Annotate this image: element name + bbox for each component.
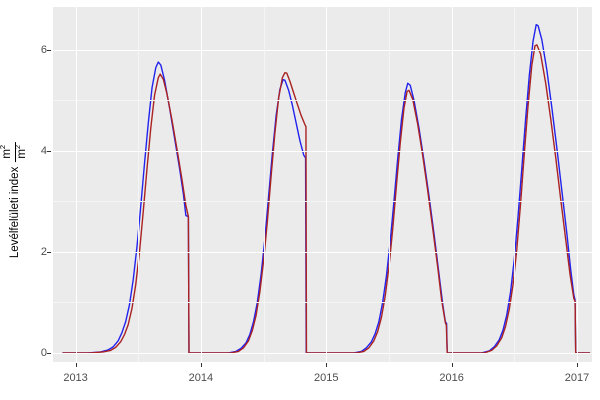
y-tick-mark	[47, 352, 51, 354]
x-tick-label: 2015	[314, 372, 339, 384]
series-line-red-series	[62, 44, 591, 354]
x-tick-mark	[576, 363, 578, 367]
y-axis-unit-numerator: m	[1, 149, 13, 159]
gridline-major-vertical	[75, 7, 77, 362]
y-axis-title-text: Levélfelületi index	[9, 166, 21, 259]
plot-lines	[62, 23, 591, 354]
gridline-major-horizontal	[53, 150, 592, 153]
x-tick-mark	[451, 363, 453, 367]
y-tick-label: 0	[40, 346, 47, 359]
gridline-major-vertical	[451, 7, 453, 362]
gridline-major-vertical	[326, 7, 328, 362]
x-tick-label: 2016	[439, 372, 464, 384]
gridline-minor-vertical	[514, 7, 515, 362]
x-tick-label: 2013	[63, 372, 88, 384]
x-tick-mark	[75, 363, 77, 367]
x-tick-mark	[200, 363, 202, 367]
y-axis-unit-denominator-exponent: 2	[12, 144, 22, 150]
gridline-major-vertical	[200, 7, 203, 362]
gridline-minor-horizontal	[53, 302, 592, 304]
y-axis-unit-numerator-exponent: 2	[0, 145, 7, 149]
gridline-major-vertical	[576, 7, 579, 362]
y-tick-label: 2	[40, 245, 47, 258]
x-tick-label: 2014	[188, 372, 214, 384]
x-tick-mark	[326, 363, 328, 367]
y-tick-label: 6	[40, 43, 47, 56]
gridline-major-horizontal	[53, 49, 592, 52]
gridline-minor-vertical	[263, 7, 265, 362]
gridline-major-horizontal	[53, 251, 592, 254]
x-tick-label: 2017	[564, 372, 590, 384]
plot-panel	[53, 7, 592, 362]
gridline-minor-vertical	[138, 7, 139, 362]
y-tick-mark	[47, 251, 51, 253]
gridline-minor-vertical	[388, 7, 390, 362]
y-tick-mark	[47, 150, 51, 152]
gridline-minor-horizontal	[53, 100, 592, 102]
y-tick-mark	[47, 49, 51, 51]
gridline-major-horizontal	[53, 352, 592, 355]
gridline-minor-horizontal	[53, 201, 592, 203]
y-tick-label: 4	[40, 144, 47, 157]
y-axis-ticks: 0 2 4 6	[25, 0, 47, 400]
